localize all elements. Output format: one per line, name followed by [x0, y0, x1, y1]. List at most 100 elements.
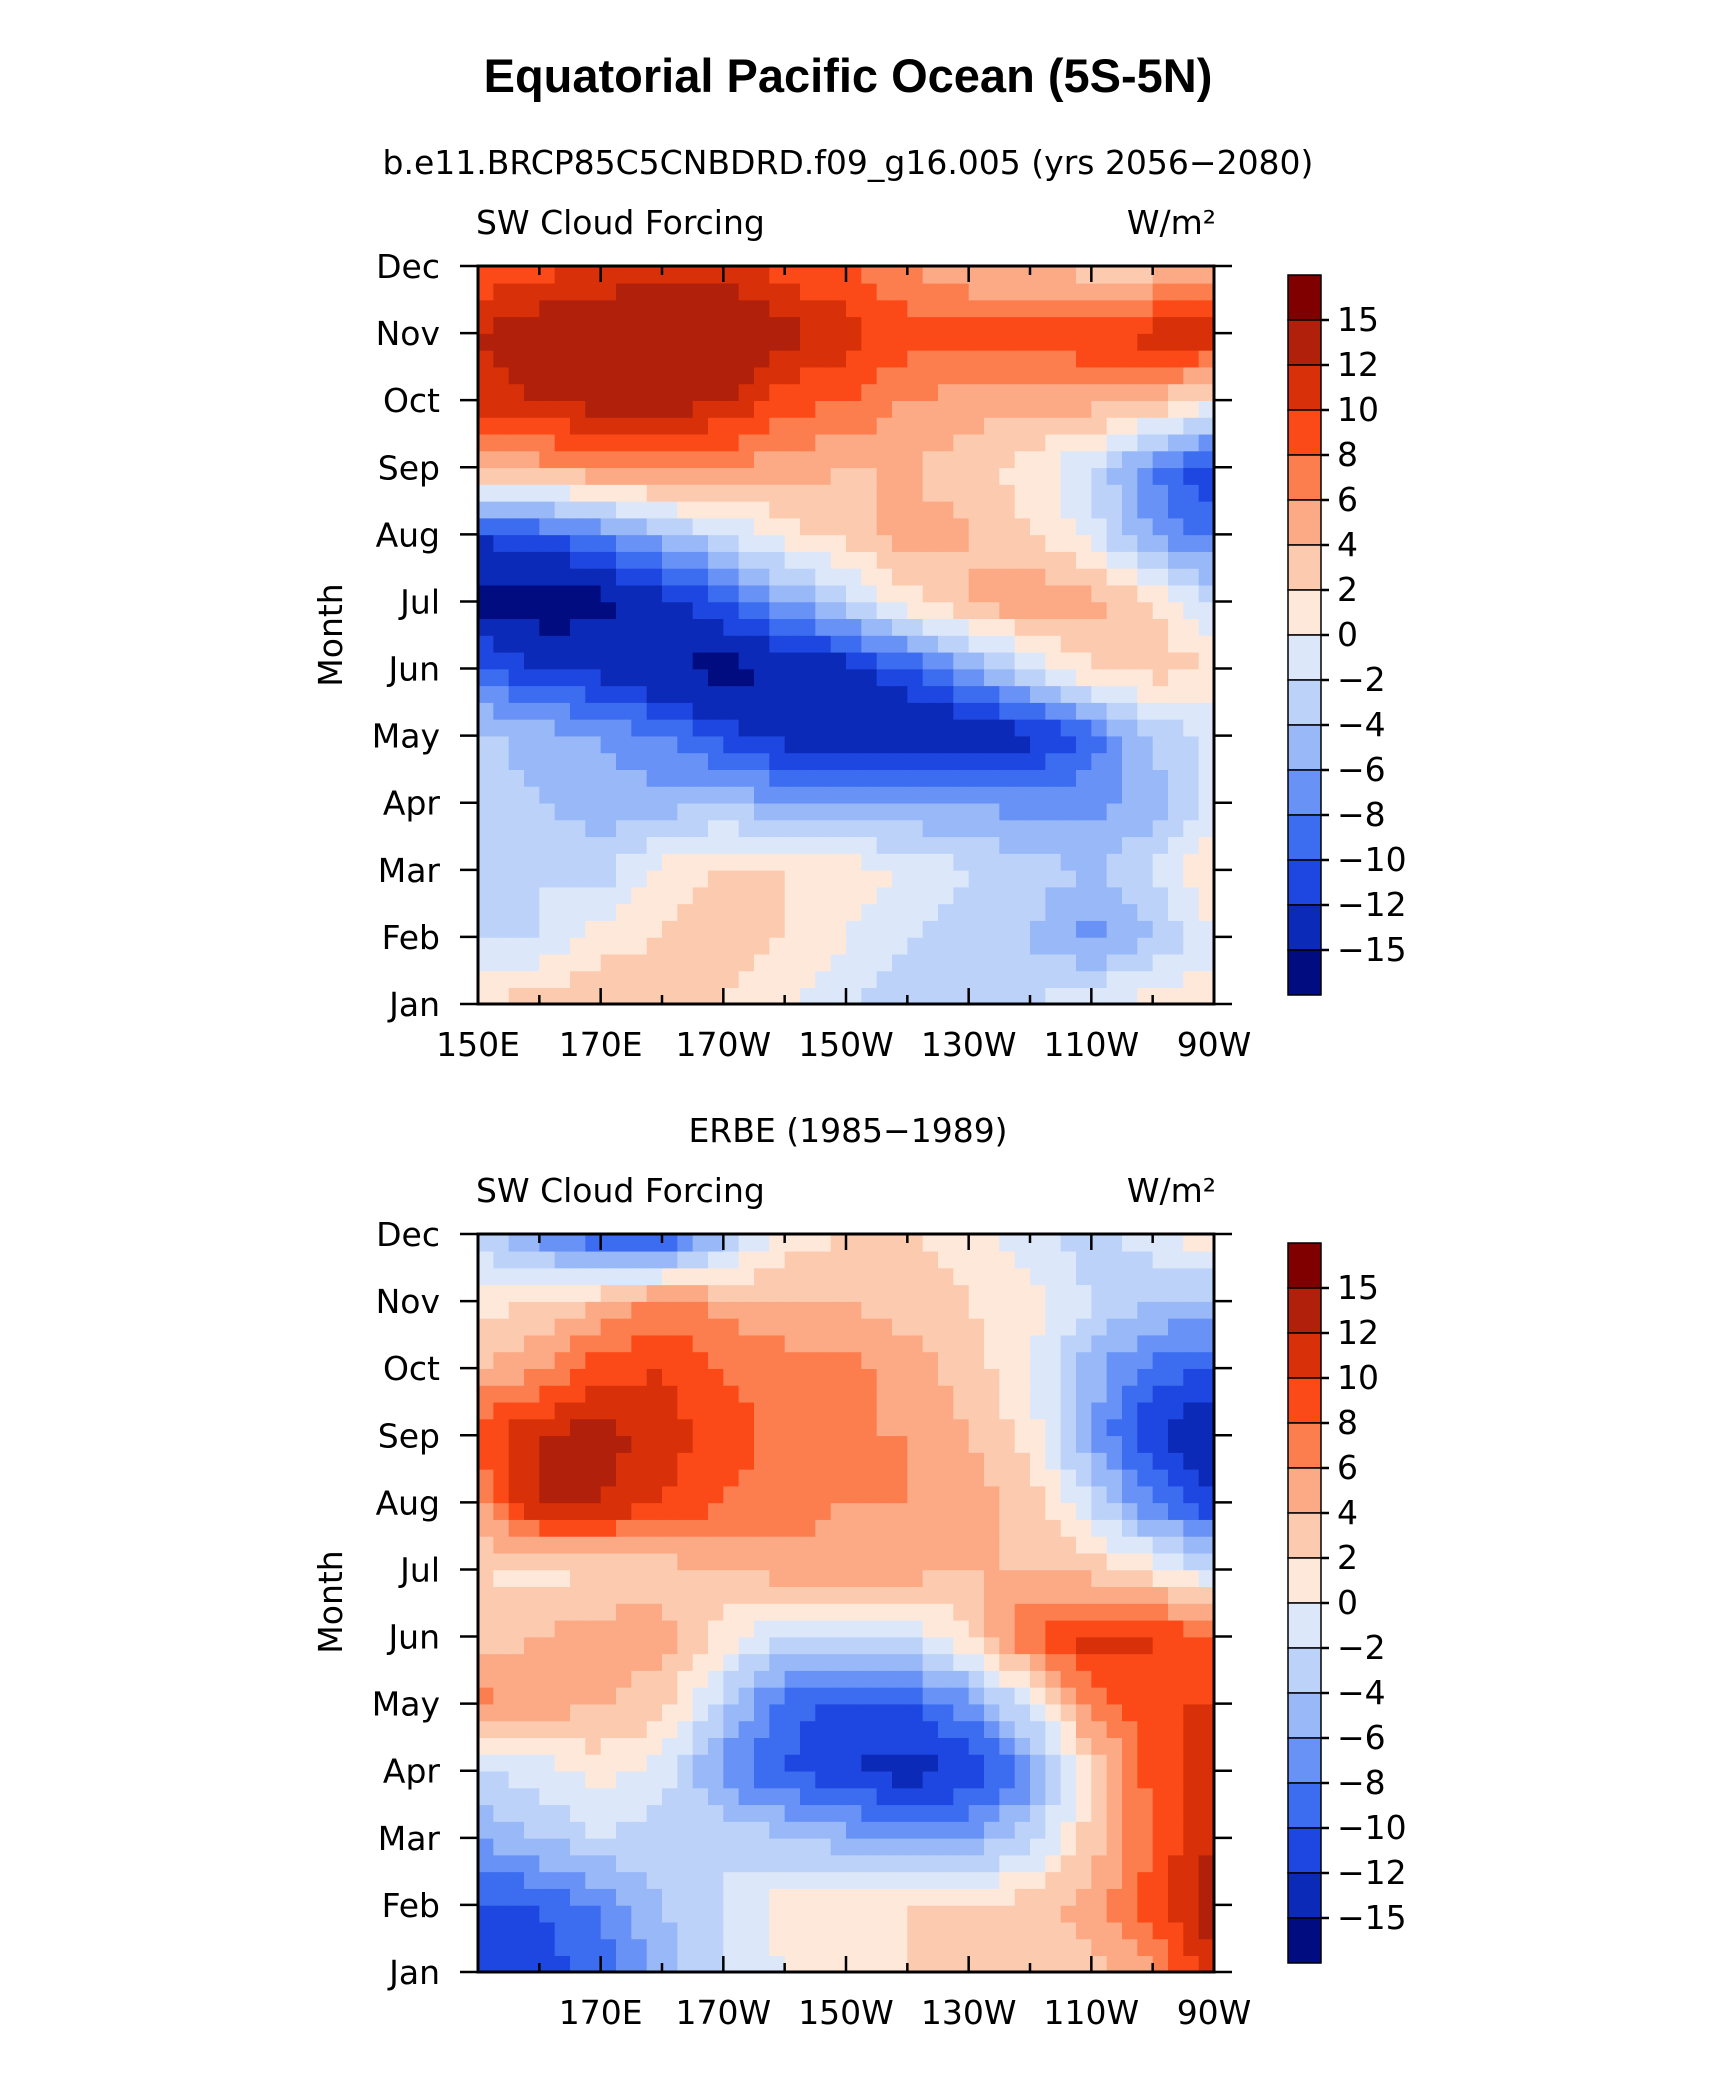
heatmap-cell	[1198, 836, 1215, 854]
heatmap-cell	[769, 1821, 786, 1839]
heatmap-cell	[815, 1401, 832, 1420]
heatmap-cell	[953, 869, 970, 888]
heatmap-cell	[938, 484, 955, 502]
heatmap-cell	[999, 1552, 1016, 1571]
heatmap-cell	[876, 853, 893, 871]
heatmap-cell	[953, 400, 970, 418]
heatmap-cell	[907, 970, 924, 989]
heatmap-cell	[692, 1250, 709, 1269]
heatmap-cell	[1060, 601, 1077, 620]
heatmap-cell	[830, 1955, 847, 1973]
heatmap-cell	[493, 584, 510, 603]
heatmap-cell	[708, 1804, 725, 1822]
heatmap-cell	[830, 1821, 847, 1839]
heatmap-cell	[830, 467, 847, 485]
heatmap-cell	[999, 1485, 1016, 1504]
heatmap-cell	[493, 282, 510, 301]
heatmap-cell	[723, 534, 740, 552]
heatmap-cell	[892, 668, 909, 687]
heatmap-cell	[1076, 718, 1093, 737]
colorbar-label: −15	[1337, 930, 1407, 969]
heatmap-cell	[846, 1804, 863, 1822]
heatmap-cell	[478, 433, 495, 452]
heatmap-cell	[922, 1770, 939, 1789]
heatmap-cell	[953, 1619, 970, 1638]
heatmap-cell	[585, 936, 602, 955]
heatmap-cell	[999, 802, 1016, 821]
heatmap-cell	[554, 1485, 571, 1504]
heatmap-cell	[1168, 500, 1185, 519]
heatmap-cell	[1137, 484, 1154, 502]
heatmap-cell	[846, 1619, 863, 1638]
heatmap-cell	[1183, 886, 1200, 905]
heatmap-cell	[524, 836, 541, 854]
heatmap-cell	[646, 1955, 663, 1973]
heatmap-cell	[570, 1384, 587, 1403]
heatmap-cell	[999, 316, 1016, 334]
heatmap-cell	[1152, 735, 1169, 754]
heatmap-cell	[968, 316, 985, 334]
heatmap-cell	[493, 1636, 510, 1655]
heatmap-cell	[554, 685, 571, 703]
heatmap-cell	[1152, 433, 1169, 452]
heatmap-cell	[1060, 1485, 1077, 1504]
heatmap-cell	[677, 1485, 694, 1504]
heatmap-cell	[570, 1636, 587, 1655]
heatmap-cell	[815, 1921, 832, 1940]
heatmap-cell	[1045, 1351, 1062, 1369]
heatmap-cell	[508, 1569, 525, 1588]
heatmap-cell	[815, 802, 832, 821]
heatmap-cell	[922, 802, 939, 821]
heatmap-cell	[616, 1586, 633, 1604]
heatmap-cell	[907, 1468, 924, 1487]
heatmap-cell	[662, 953, 679, 972]
heatmap-cell	[815, 886, 832, 905]
heatmap-cell	[815, 299, 832, 318]
heatmap-cell	[646, 1888, 663, 1906]
heatmap-cell	[554, 1234, 571, 1252]
colorbar-label: 6	[1337, 1448, 1358, 1487]
heatmap-cell	[876, 584, 893, 603]
heatmap-cell	[1091, 500, 1108, 519]
heatmap-cell	[1030, 1720, 1047, 1738]
heatmap-cell	[600, 1267, 617, 1286]
colorbar-box	[1287, 814, 1322, 861]
heatmap-cell	[493, 1368, 510, 1386]
heatmap-cell	[1122, 886, 1139, 905]
heatmap-cell	[708, 450, 725, 469]
heatmap-cell	[938, 936, 955, 955]
heatmap-cell	[922, 1737, 939, 1755]
heatmap-cell	[708, 1552, 725, 1571]
heatmap-cell	[631, 1334, 648, 1353]
heatmap-cell	[999, 551, 1016, 569]
panel-2-ticks	[460, 1232, 1232, 1974]
heatmap-cell	[1137, 517, 1154, 536]
heatmap-cell	[539, 869, 556, 888]
heatmap-cell	[646, 1720, 663, 1738]
heatmap-cell	[769, 282, 786, 301]
heatmap-cell	[1106, 1485, 1123, 1504]
heatmap-cell	[892, 1519, 909, 1537]
heatmap-cell	[769, 1636, 786, 1655]
heatmap-cell	[723, 500, 740, 519]
heatmap-cell	[478, 685, 495, 703]
heatmap-cell	[861, 1686, 878, 1705]
heatmap-cell	[1076, 1519, 1093, 1537]
colorbar-label: 10	[1337, 390, 1379, 429]
heatmap-cell	[600, 416, 617, 435]
heatmap-cell	[585, 702, 602, 720]
heatmap-cell	[1091, 1284, 1108, 1302]
heatmap-cell	[800, 702, 817, 720]
heatmap-cell	[600, 1384, 617, 1403]
heatmap-cell	[1106, 1351, 1123, 1369]
heatmap-cell	[646, 1234, 663, 1252]
heatmap-cell	[493, 534, 510, 552]
heatmap-cell	[1137, 970, 1154, 989]
heatmap-cell	[1198, 1636, 1215, 1655]
heatmap-cell	[861, 416, 878, 435]
heatmap-cell	[754, 903, 771, 921]
heatmap-cell	[554, 400, 571, 418]
heatmap-cell	[1152, 668, 1169, 687]
heatmap-cell	[846, 517, 863, 536]
heatmap-cell	[1060, 1317, 1077, 1336]
